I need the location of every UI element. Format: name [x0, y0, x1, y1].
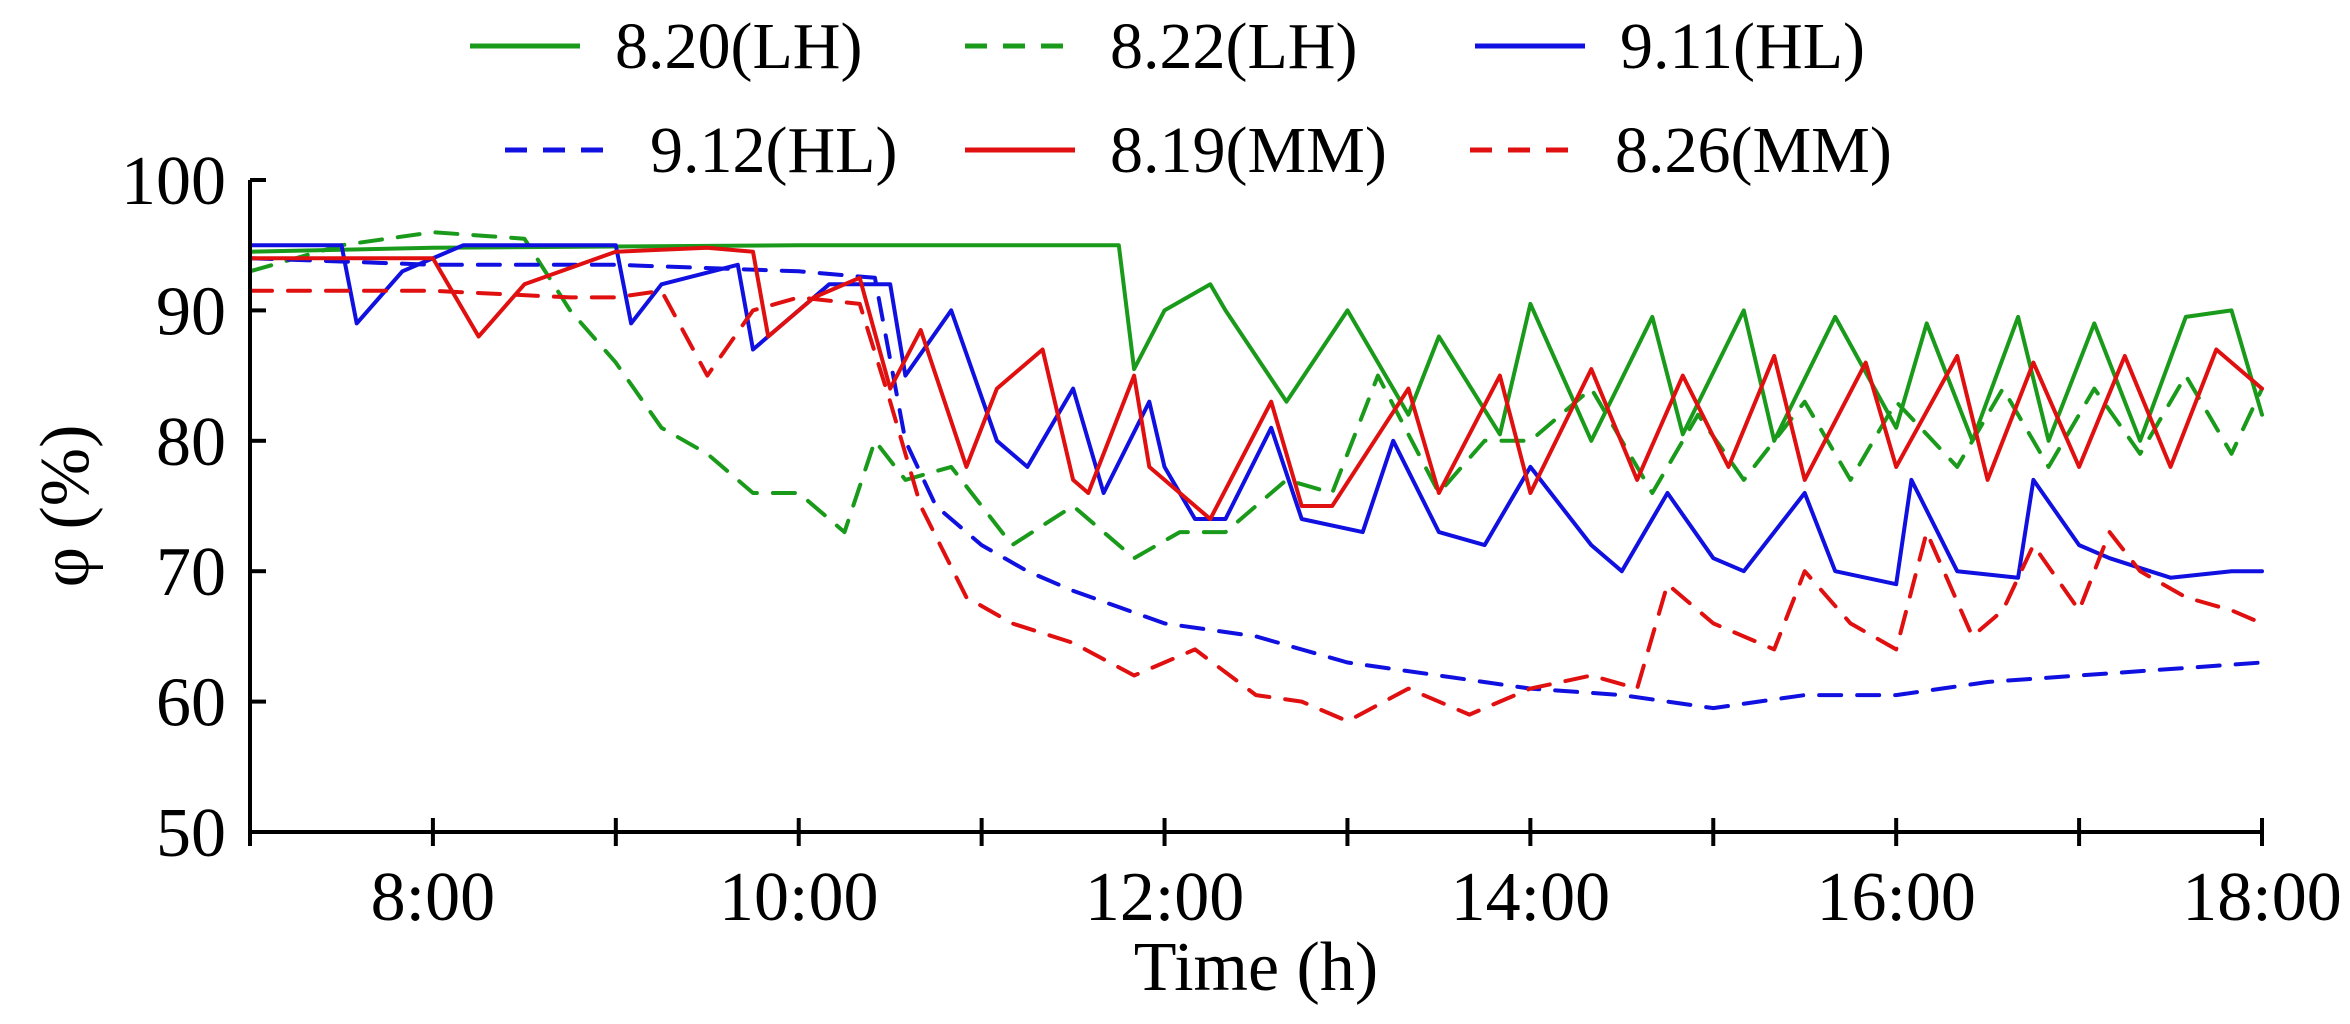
legend-label-4: 9.12(HL) [650, 114, 897, 187]
series-line-4 [248, 256, 2264, 711]
series-line-6 [248, 288, 2264, 724]
legend: 8.20(LH) 8.22(LH) 9.11(HL) 9.12(HL) 8.19(MM)… [470, 10, 1892, 187]
y-tick-label-50: 50 [156, 795, 226, 872]
x-tick-label-1800: 18:00 [2182, 859, 2341, 936]
y-tick-label-100: 100 [121, 143, 226, 220]
x-axis-title: Time (h) [1134, 929, 1378, 1006]
y-tick-label-60: 60 [156, 665, 226, 742]
axes-group: 50 60 70 80 90 100 8:00 10:00 12:00 14:00 16:00 18:… [121, 143, 2342, 936]
x-tick-label-1200: 12:00 [1085, 859, 1244, 936]
x-tick-label-800: 8:00 [371, 859, 495, 936]
series-line-2 [248, 230, 2264, 561]
plot-series-group [248, 230, 2264, 724]
x-tick-label-1600: 16:00 [1816, 859, 1975, 936]
legend-label-2: 8.22(LH) [1110, 10, 1357, 83]
legend-label-1: 8.20(LH) [615, 10, 862, 83]
legend-label-6: 8.26(MM) [1615, 114, 1892, 187]
series-line-5 [248, 245, 2264, 521]
series-line-1 [248, 243, 2264, 443]
legend-label-5: 8.19(MM) [1110, 114, 1387, 187]
y-tick-label-70: 70 [156, 534, 226, 611]
y-tick-label-80: 80 [156, 404, 226, 481]
y-tick-label-90: 90 [156, 273, 226, 350]
x-tick-label-1400: 14:00 [1451, 859, 1610, 936]
series-line-3 [248, 243, 2264, 587]
x-tick-label-1000: 10:00 [719, 859, 878, 936]
legend-label-3: 9.11(HL) [1620, 10, 1865, 83]
y-axis-title: φ (%) [27, 425, 104, 588]
